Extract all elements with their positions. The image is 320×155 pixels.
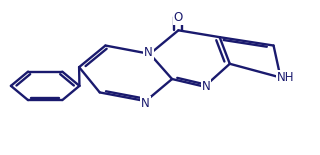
Text: O: O [174, 11, 183, 24]
Text: NH: NH [276, 71, 294, 84]
Text: N: N [144, 46, 153, 59]
Text: N: N [141, 97, 150, 110]
Text: N: N [202, 80, 210, 93]
